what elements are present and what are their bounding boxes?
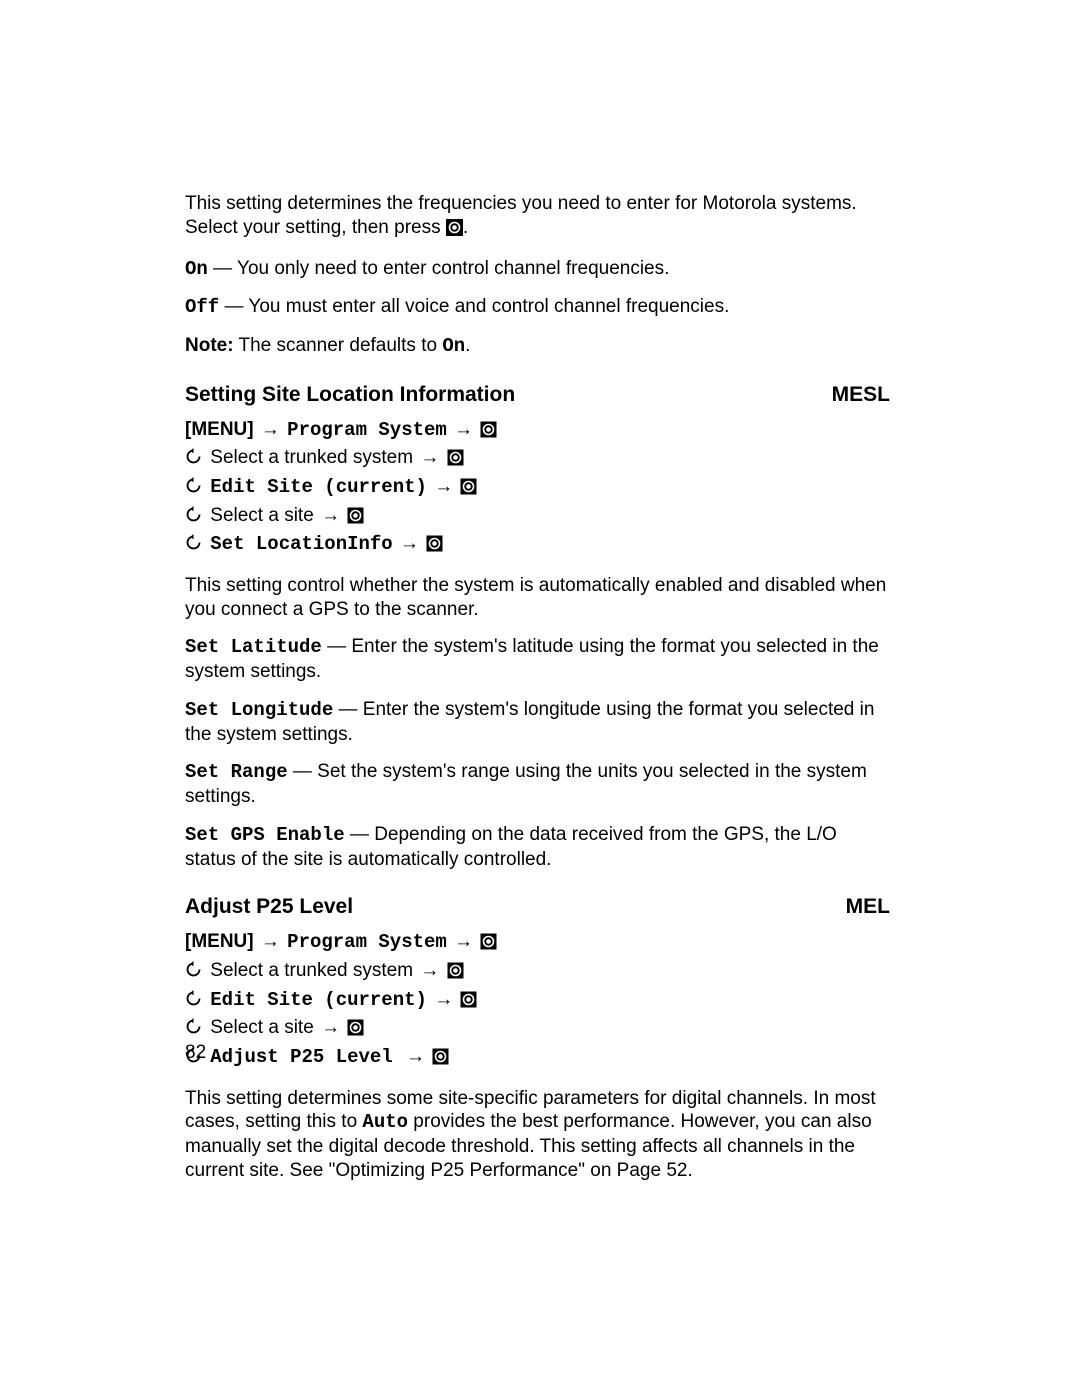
arrow-right-icon: → (434, 987, 453, 1013)
nav-line: Select a site → (185, 1015, 890, 1044)
section-heading-location: Setting Site Location Information MESL (185, 383, 890, 407)
arrow-right-icon: → (454, 417, 473, 443)
menu-label: [MENU] (185, 931, 254, 952)
enter-key-icon (426, 534, 443, 560)
set-range-line: Set Range — Set the system's range using… (185, 760, 890, 809)
menu-label: [MENU] (185, 419, 254, 440)
arrow-right-icon: → (434, 474, 453, 500)
note-line: Note: The scanner defaults to On. (185, 334, 890, 359)
nav-line: Select a trunked system → (185, 445, 890, 474)
enter-key-icon (460, 477, 477, 503)
arrow-right-icon: → (321, 1015, 340, 1041)
select-trunked-text: Select a trunked system (205, 960, 418, 981)
select-trunked-text: Select a trunked system (205, 447, 418, 468)
set-gps-label: Set GPS Enable (185, 824, 345, 846)
enter-key-icon (447, 448, 464, 474)
heading-left: Adjust P25 Level (185, 895, 353, 919)
sec1-intro: This setting control whether the system … (185, 574, 890, 622)
nav-line: [MENU] → Program System → (185, 417, 890, 446)
set-latitude-line: Set Latitude — Enter the system's latitu… (185, 635, 890, 684)
nav-line: Set LocationInfo → (185, 531, 890, 560)
note-text-before: The scanner defaults to (234, 335, 443, 356)
rotate-icon (185, 533, 202, 559)
rotate-icon (185, 447, 202, 473)
nav-line: Edit Site (current) → (185, 474, 890, 503)
intro-text-before: This setting determines the frequencies … (185, 193, 857, 238)
nav-sequence-p25: [MENU] → Program System → Select a trunk… (185, 929, 890, 1072)
enter-key-icon (447, 961, 464, 987)
rotate-icon (185, 1017, 202, 1043)
nav-line: [MENU] → Program System → (185, 929, 890, 958)
enter-key-icon (480, 420, 497, 446)
rotate-icon (185, 989, 202, 1015)
arrow-right-icon: → (400, 531, 419, 557)
program-system-label: Program System (287, 419, 447, 441)
arrow-right-icon: → (321, 503, 340, 529)
heading-right: MEL (846, 895, 890, 919)
edit-site-label: Edit Site (current) (210, 476, 427, 498)
on-text: — You only need to enter control channel… (208, 258, 670, 279)
set-latitude-label: Set Latitude (185, 636, 322, 658)
page-number: 82 (185, 1042, 206, 1064)
section-heading-p25: Adjust P25 Level MEL (185, 895, 890, 919)
program-system-label: Program System (287, 931, 447, 953)
set-longitude-line: Set Longitude — Enter the system's longi… (185, 698, 890, 747)
arrow-right-icon: → (420, 958, 439, 984)
intro-paragraph: This setting determines the frequencies … (185, 192, 890, 243)
enter-key-icon (446, 219, 463, 243)
arrow-right-icon: → (261, 929, 280, 955)
heading-right: MESL (832, 383, 890, 407)
nav-sequence-location: [MENU] → Program System → Select a trunk… (185, 417, 890, 560)
arrow-right-icon: → (261, 417, 280, 443)
sec2-paragraph: This setting determines some site-specif… (185, 1087, 890, 1183)
set-range-label: Set Range (185, 761, 288, 783)
off-line: Off — You must enter all voice and contr… (185, 295, 890, 320)
off-text: — You must enter all voice and control c… (219, 296, 729, 317)
select-site-text: Select a site (205, 505, 319, 526)
arrow-right-icon: → (420, 445, 439, 471)
enter-key-icon (347, 506, 364, 532)
off-label: Off (185, 296, 219, 318)
arrow-right-icon: → (406, 1044, 425, 1070)
heading-left: Setting Site Location Information (185, 383, 515, 407)
rotate-icon (185, 505, 202, 531)
manual-page: This setting determines the frequencies … (0, 0, 1080, 1397)
rotate-icon (185, 476, 202, 502)
enter-key-icon (347, 1018, 364, 1044)
nav-line: Edit Site (current) → (185, 987, 890, 1016)
intro-text-after: . (463, 217, 468, 238)
adjust-p25-label: Adjust P25 Level (210, 1046, 404, 1068)
set-gps-line: Set GPS Enable — Depending on the data r… (185, 823, 890, 872)
on-label: On (185, 258, 208, 280)
rotate-icon (185, 960, 202, 986)
set-locationinfo-label: Set LocationInfo (210, 533, 392, 555)
select-site-text: Select a site (205, 1017, 319, 1038)
nav-line: Select a trunked system → (185, 958, 890, 987)
arrow-right-icon: → (454, 929, 473, 955)
note-value: On (442, 335, 465, 357)
set-longitude-label: Set Longitude (185, 699, 333, 721)
on-line: On — You only need to enter control chan… (185, 257, 890, 282)
enter-key-icon (432, 1047, 449, 1073)
enter-key-icon (480, 932, 497, 958)
note-text-after: . (465, 335, 470, 356)
nav-line: Select a site → (185, 503, 890, 532)
edit-site-label: Edit Site (current) (210, 989, 427, 1011)
note-label: Note: (185, 335, 234, 356)
nav-line: Adjust P25 Level → (185, 1044, 890, 1073)
set-range-text: — Set the system's range using the units… (185, 761, 867, 807)
auto-label: Auto (362, 1111, 408, 1133)
enter-key-icon (460, 990, 477, 1016)
